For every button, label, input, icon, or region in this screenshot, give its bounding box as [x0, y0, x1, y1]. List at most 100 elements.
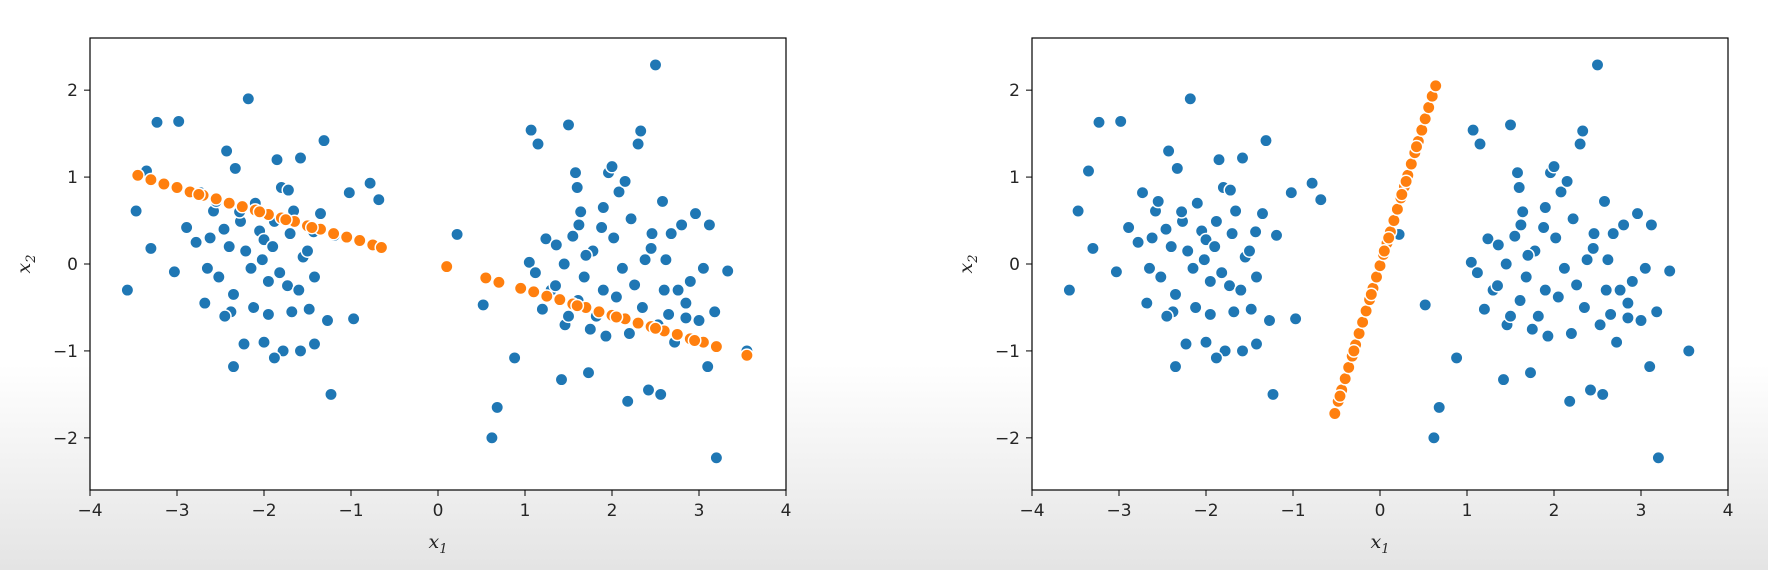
data-point [326, 226, 341, 241]
data-point [571, 217, 586, 232]
data-point [653, 387, 668, 402]
data-point [622, 326, 637, 341]
series-2 [130, 168, 754, 363]
data-point [150, 115, 164, 130]
y-axis-label: x2 [955, 255, 981, 274]
data-point [280, 278, 295, 293]
data-point [1421, 100, 1436, 115]
data-point [484, 430, 499, 445]
data-point [700, 359, 715, 374]
data-point [1259, 133, 1273, 148]
data-point [1244, 302, 1259, 317]
data-point [302, 302, 317, 317]
data-point [1538, 283, 1553, 298]
data-point [1642, 359, 1657, 374]
data-point [1638, 261, 1653, 276]
data-point [1248, 224, 1263, 239]
data-point [1352, 326, 1367, 341]
data-point [1327, 406, 1342, 421]
data-point [1135, 185, 1150, 200]
data-point [570, 298, 585, 313]
data-point [246, 300, 261, 315]
data-point [612, 184, 626, 199]
data-point [1262, 313, 1277, 328]
data-point [1625, 274, 1640, 289]
data-point [307, 337, 322, 351]
chart-panel-1: −4 −3 −2 −1 0 1 2 3 4 −2 −1 0 1 2 x1 x2 [13, 37, 791, 557]
data-point [1634, 313, 1648, 328]
data-point [548, 278, 563, 293]
data-point [568, 165, 583, 180]
data-point [1477, 302, 1492, 317]
data-point [1109, 264, 1124, 279]
data-point [1174, 204, 1189, 219]
data-point [1560, 174, 1575, 189]
x-tick-label: 2 [607, 501, 618, 521]
data-point [490, 400, 505, 415]
data-point [1168, 287, 1183, 302]
data-point [1159, 309, 1174, 324]
data-point [581, 365, 596, 380]
data-point [189, 235, 204, 250]
data-point [606, 230, 621, 245]
x-tick-label: 0 [433, 501, 444, 521]
data-point [179, 220, 194, 235]
data-point [528, 265, 543, 280]
data-point [1121, 220, 1136, 235]
data-point [1190, 196, 1205, 211]
data-point [1188, 300, 1203, 315]
data-point [1547, 159, 1561, 174]
data-point [237, 337, 251, 351]
data-point [1554, 184, 1568, 199]
y-tick-label: 1 [67, 168, 78, 188]
data-point [565, 229, 580, 244]
data-point [143, 172, 158, 187]
data-point [1569, 277, 1584, 292]
data-point [1577, 300, 1592, 315]
data-point [1226, 304, 1241, 319]
y-tick-label: 0 [1009, 255, 1020, 275]
data-point [1092, 115, 1106, 130]
data-point [1145, 230, 1160, 245]
data-point [674, 217, 689, 232]
data-point [1564, 326, 1579, 341]
x-tick-label: −3 [164, 501, 189, 521]
data-point [1681, 343, 1696, 358]
data-point [1510, 165, 1525, 180]
data-point [1249, 270, 1264, 284]
series-1 [1062, 57, 1696, 465]
data-point [1203, 307, 1218, 322]
data-point [1503, 309, 1518, 324]
data-point [222, 196, 237, 211]
data-point [618, 174, 633, 189]
data-point [648, 57, 663, 72]
data-point [255, 252, 270, 267]
data-point [1616, 217, 1631, 232]
data-point [476, 297, 491, 312]
data-point [702, 217, 717, 232]
data-point [1620, 310, 1635, 325]
data-point [1409, 139, 1424, 154]
data-point [1464, 255, 1479, 270]
y-tick-label: 0 [67, 255, 78, 275]
data-point [670, 327, 685, 342]
data-point [1630, 206, 1645, 221]
data-point [596, 200, 611, 215]
data-point [1390, 202, 1405, 217]
data-point [1233, 283, 1248, 298]
data-point [1180, 244, 1195, 258]
data-point [1170, 161, 1185, 176]
data-point [688, 206, 703, 221]
data-point [1473, 137, 1487, 151]
data-point [657, 283, 672, 298]
data-point [1490, 278, 1505, 293]
data-point [615, 261, 630, 276]
data-point [1207, 239, 1222, 254]
data-point [1540, 329, 1555, 344]
data-point [1557, 261, 1572, 276]
data-point [658, 252, 673, 267]
y-tick-label: 2 [67, 81, 78, 101]
data-point [1613, 283, 1628, 298]
data-point [645, 226, 659, 241]
data-point [1333, 389, 1347, 404]
